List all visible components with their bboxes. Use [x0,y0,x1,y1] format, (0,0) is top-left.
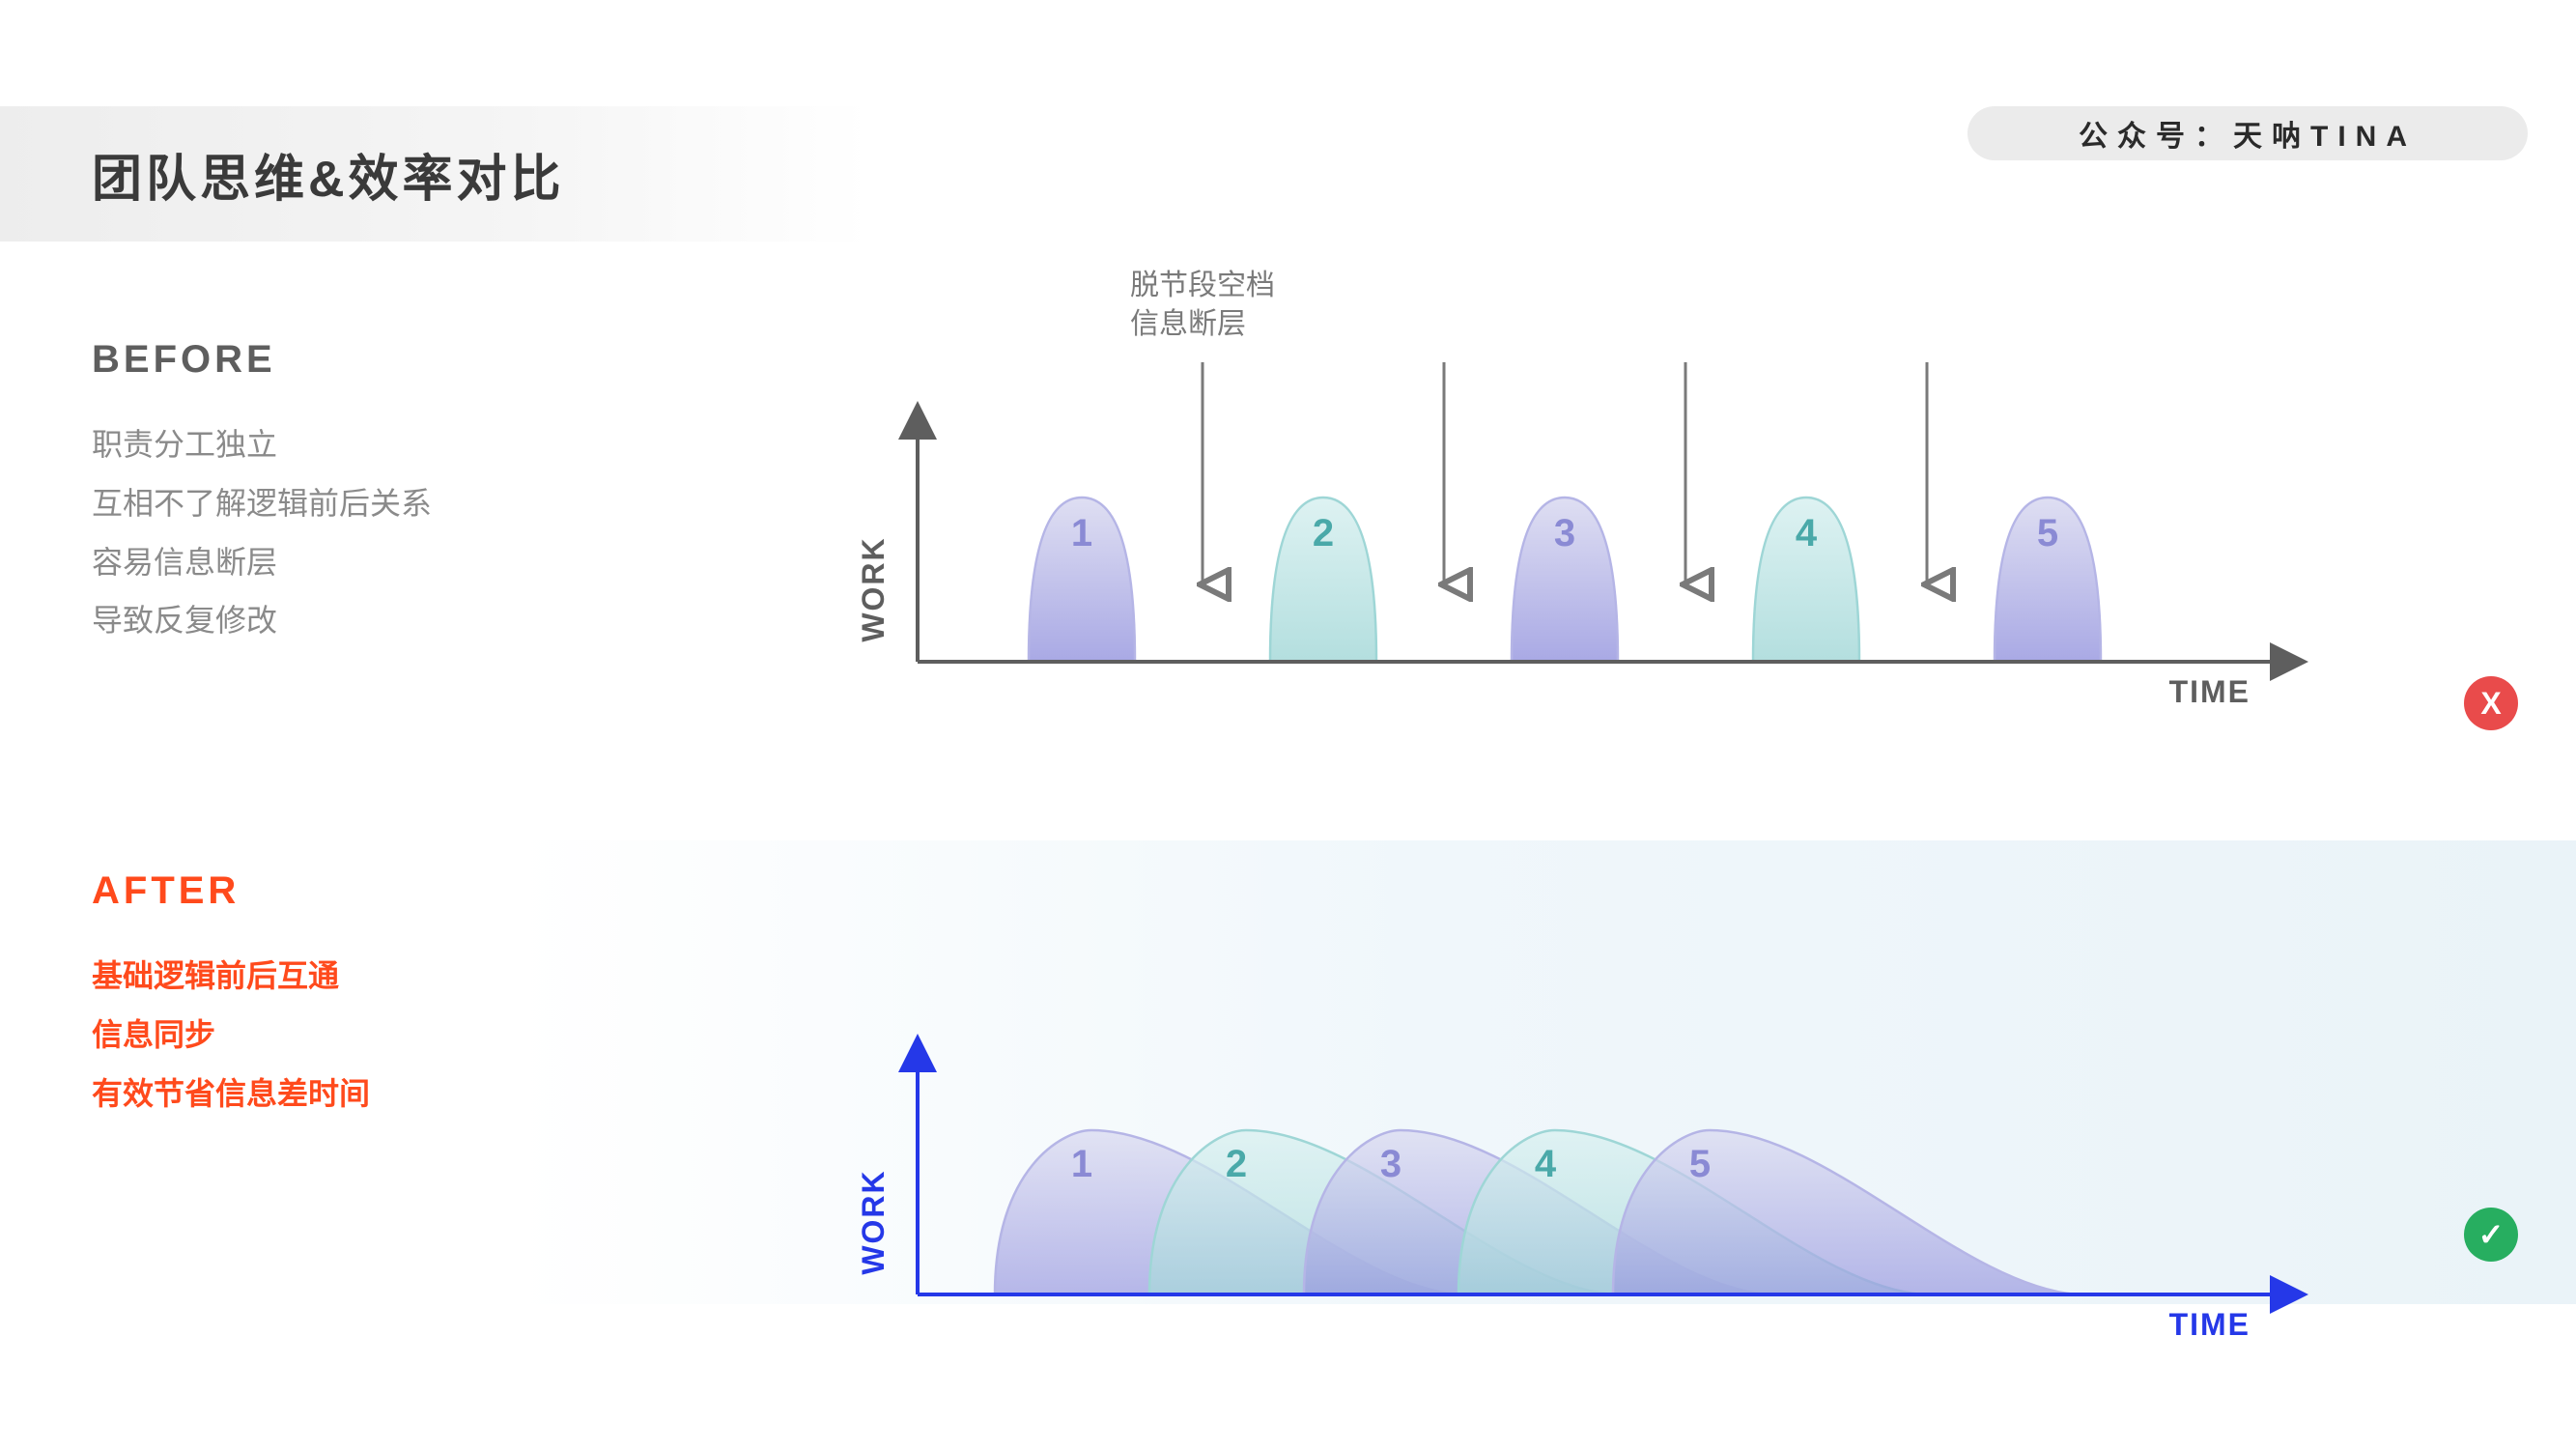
after-side-text: AFTER 基础逻辑前后互通 信息同步 有效节省信息差时间 [92,869,768,1123]
svg-text:WORK: WORK [856,1169,891,1274]
after-section: AFTER 基础逻辑前后互通 信息同步 有效节省信息差时间 12345WORKT… [0,840,2576,1304]
svg-text:3: 3 [1554,512,1575,554]
svg-text:4: 4 [1535,1143,1557,1185]
svg-text:4: 4 [1796,512,1818,554]
after-chart: 1 2 3 4 5 WORK TIME [840,869,2347,1391]
svg-text:1: 1 [1071,1143,1092,1185]
x-icon: X [2464,676,2518,730]
author-badge: 公众号：天呐TINA [1967,106,2528,160]
page: 团队思维&效率对比 公众号：天呐TINA BEFORE 职责分工独立 互相不了解… [0,0,2576,1450]
svg-text:信息断层: 信息断层 [1130,308,1246,340]
before-label: BEFORE [92,338,768,382]
after-chart-svg: 1 2 3 4 5 WORK TIME [840,869,2347,1391]
page-title: 团队思维&效率对比 [92,138,565,211]
svg-text:1: 1 [1071,512,1092,554]
before-line: 互相不了解逻辑前后关系 [92,474,768,533]
after-label: AFTER [92,869,768,913]
header-band: 团队思维&效率对比 [0,106,869,242]
before-line: 容易信息断层 [92,533,768,592]
svg-text:TIME: TIME [2169,674,2250,709]
svg-text:5: 5 [2037,512,2058,554]
before-section: BEFORE 职责分工独立 互相不了解逻辑前后关系 容易信息断层 导致反复修改 … [0,309,2576,773]
before-line: 导致反复修改 [92,591,768,650]
svg-text:2: 2 [1313,512,1334,554]
after-line: 基础逻辑前后互通 [92,947,768,1006]
before-side-text: BEFORE 职责分工独立 互相不了解逻辑前后关系 容易信息断层 导致反复修改 [92,338,768,650]
svg-text:TIME: TIME [2169,1307,2250,1342]
check-icon: ✓ [2464,1208,2518,1262]
after-line: 有效节省信息差时间 [92,1065,768,1123]
svg-text:脱节段空档: 脱节段空档 [1130,270,1275,301]
before-chart-svg: 脱节段空档信息断层 1 2 3 4 5 WORK TIME [840,237,2347,758]
svg-text:3: 3 [1380,1143,1401,1185]
before-line: 职责分工独立 [92,415,768,474]
after-line: 信息同步 [92,1006,768,1065]
svg-text:5: 5 [1689,1143,1711,1185]
svg-text:WORK: WORK [856,536,891,641]
before-chart: 脱节段空档信息断层 1 2 3 4 5 WORK TIME [840,237,2347,758]
svg-text:2: 2 [1226,1143,1247,1185]
